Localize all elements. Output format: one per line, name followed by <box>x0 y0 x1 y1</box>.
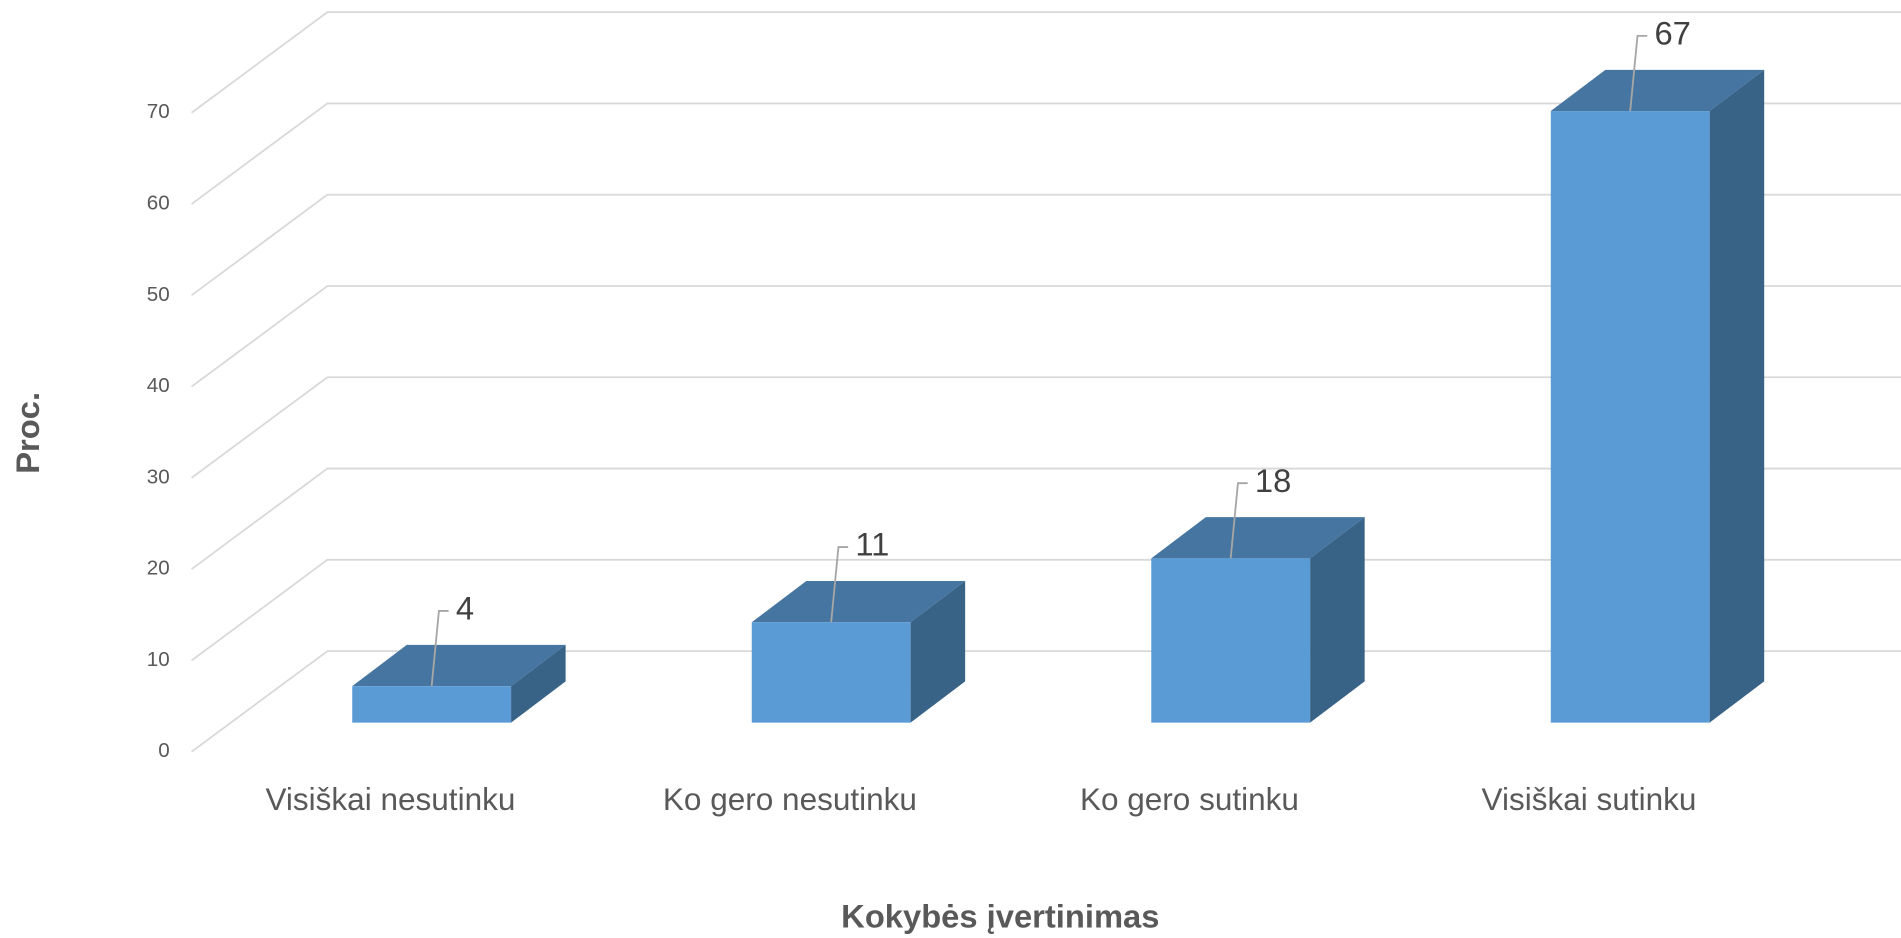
grid-line <box>191 650 1901 753</box>
bar <box>1550 111 1710 723</box>
y-axis-title: Proc. <box>9 392 46 474</box>
y-tick-label: 30 <box>147 465 170 488</box>
x-axis-title: Kokybės įvertinimas <box>841 898 1159 935</box>
grid-line <box>191 467 1901 570</box>
y-tick-label: 0 <box>158 739 169 762</box>
leader-line <box>1229 482 1248 559</box>
x-tick-label: Visiškai sutinku <box>1482 781 1697 817</box>
bar-side <box>1310 517 1365 723</box>
bar-side <box>511 644 566 723</box>
bar <box>751 622 911 723</box>
grid-line <box>191 102 1901 205</box>
bar-top <box>751 581 966 623</box>
grid-line <box>191 11 1901 114</box>
y-tick-label: 20 <box>147 557 170 580</box>
grid-line <box>191 193 1901 297</box>
bar <box>352 686 512 723</box>
x-tick-label: Visiškai nesutinku <box>265 781 515 817</box>
y-tick-label: 50 <box>147 283 170 306</box>
y-tick-label: 10 <box>147 648 170 671</box>
x-tick-label: Ko gero nesutinku <box>663 781 917 817</box>
leader-line <box>430 610 449 687</box>
data-label: 18 <box>1255 462 1291 499</box>
bar-top <box>352 644 566 687</box>
y-tick-label: 40 <box>147 374 170 397</box>
bar-top <box>1550 69 1765 112</box>
plot: Kokybės įvertinimas Proc. 0 10 20 30 40 50 60 7… <box>9 11 1901 935</box>
x-tick-label: Ko gero sutinku <box>1080 781 1299 817</box>
bar <box>1151 558 1311 723</box>
grid-line <box>191 285 1901 388</box>
data-label: 11 <box>855 526 889 563</box>
bar-side <box>910 581 966 723</box>
grid-line <box>191 558 1901 662</box>
bar-top <box>1151 517 1365 559</box>
y-tick-label: 60 <box>147 191 170 214</box>
leader-line <box>1629 34 1648 112</box>
y-tick-label: 70 <box>147 100 170 123</box>
data-label: 67 <box>1654 15 1690 52</box>
leader-line <box>830 546 849 623</box>
data-label: 4 <box>456 590 474 627</box>
grid-line <box>191 376 1901 479</box>
bar-side <box>1709 69 1765 723</box>
